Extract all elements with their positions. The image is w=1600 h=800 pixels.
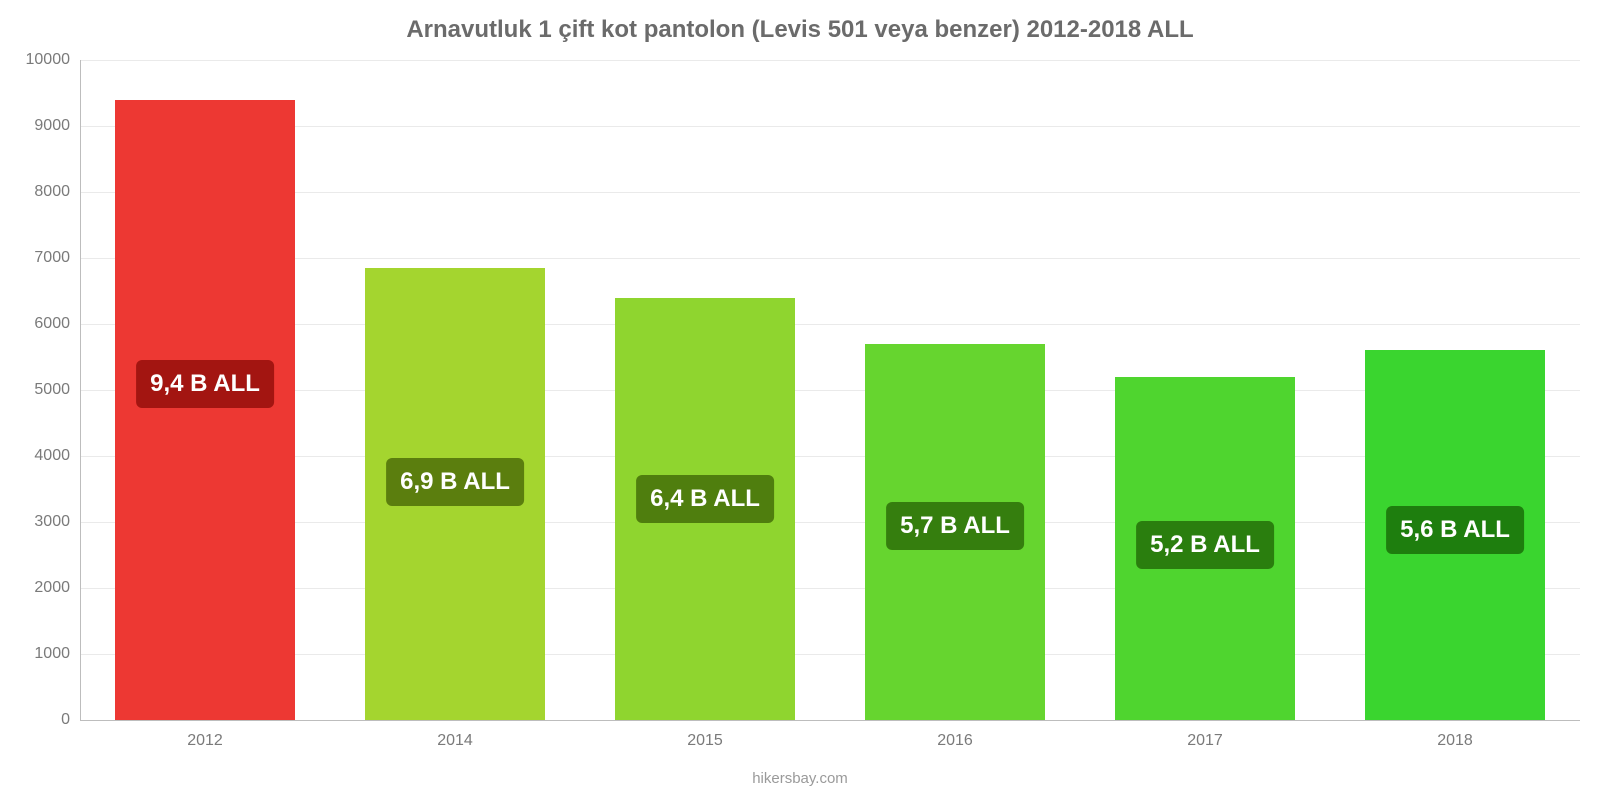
y-tick-label: 1000 — [0, 645, 70, 663]
y-tick-label: 7000 — [0, 249, 70, 267]
x-tick-label: 2014 — [437, 732, 473, 750]
x-tick-label: 2015 — [687, 732, 723, 750]
y-tick-label: 2000 — [0, 579, 70, 597]
bar-value-label: 6,9 B ALL — [386, 458, 524, 506]
gridline — [80, 390, 1580, 391]
gridline — [80, 456, 1580, 457]
y-tick-label: 9000 — [0, 117, 70, 135]
gridline — [80, 126, 1580, 127]
bar-value-label: 5,7 B ALL — [886, 502, 1024, 550]
y-axis — [80, 60, 81, 720]
x-tick-label: 2017 — [1187, 732, 1223, 750]
bar — [115, 100, 295, 720]
x-tick-label: 2018 — [1437, 732, 1473, 750]
plot-area: 0100020003000400050006000700080009000100… — [80, 60, 1580, 720]
gridline — [80, 324, 1580, 325]
y-tick-label: 10000 — [0, 51, 70, 69]
gridline — [80, 192, 1580, 193]
x-tick-label: 2012 — [187, 732, 223, 750]
y-tick-label: 6000 — [0, 315, 70, 333]
bar-chart: Arnavutluk 1 çift kot pantolon (Levis 50… — [0, 0, 1600, 800]
chart-footer: hikersbay.com — [0, 770, 1600, 787]
bar-value-label: 6,4 B ALL — [636, 475, 774, 523]
y-tick-label: 8000 — [0, 183, 70, 201]
y-tick-label: 4000 — [0, 447, 70, 465]
chart-title: Arnavutluk 1 çift kot pantolon (Levis 50… — [0, 0, 1600, 44]
gridline — [80, 258, 1580, 259]
gridline — [80, 60, 1580, 61]
bar-value-label: 5,2 B ALL — [1136, 521, 1274, 569]
bar-value-label: 9,4 B ALL — [136, 360, 274, 408]
gridline — [80, 588, 1580, 589]
y-tick-label: 0 — [0, 711, 70, 729]
gridline — [80, 522, 1580, 523]
bar-value-label: 5,6 B ALL — [1386, 506, 1524, 554]
x-tick-label: 2016 — [937, 732, 973, 750]
y-tick-label: 5000 — [0, 381, 70, 399]
y-tick-label: 3000 — [0, 513, 70, 531]
x-axis — [80, 720, 1580, 721]
gridline — [80, 654, 1580, 655]
